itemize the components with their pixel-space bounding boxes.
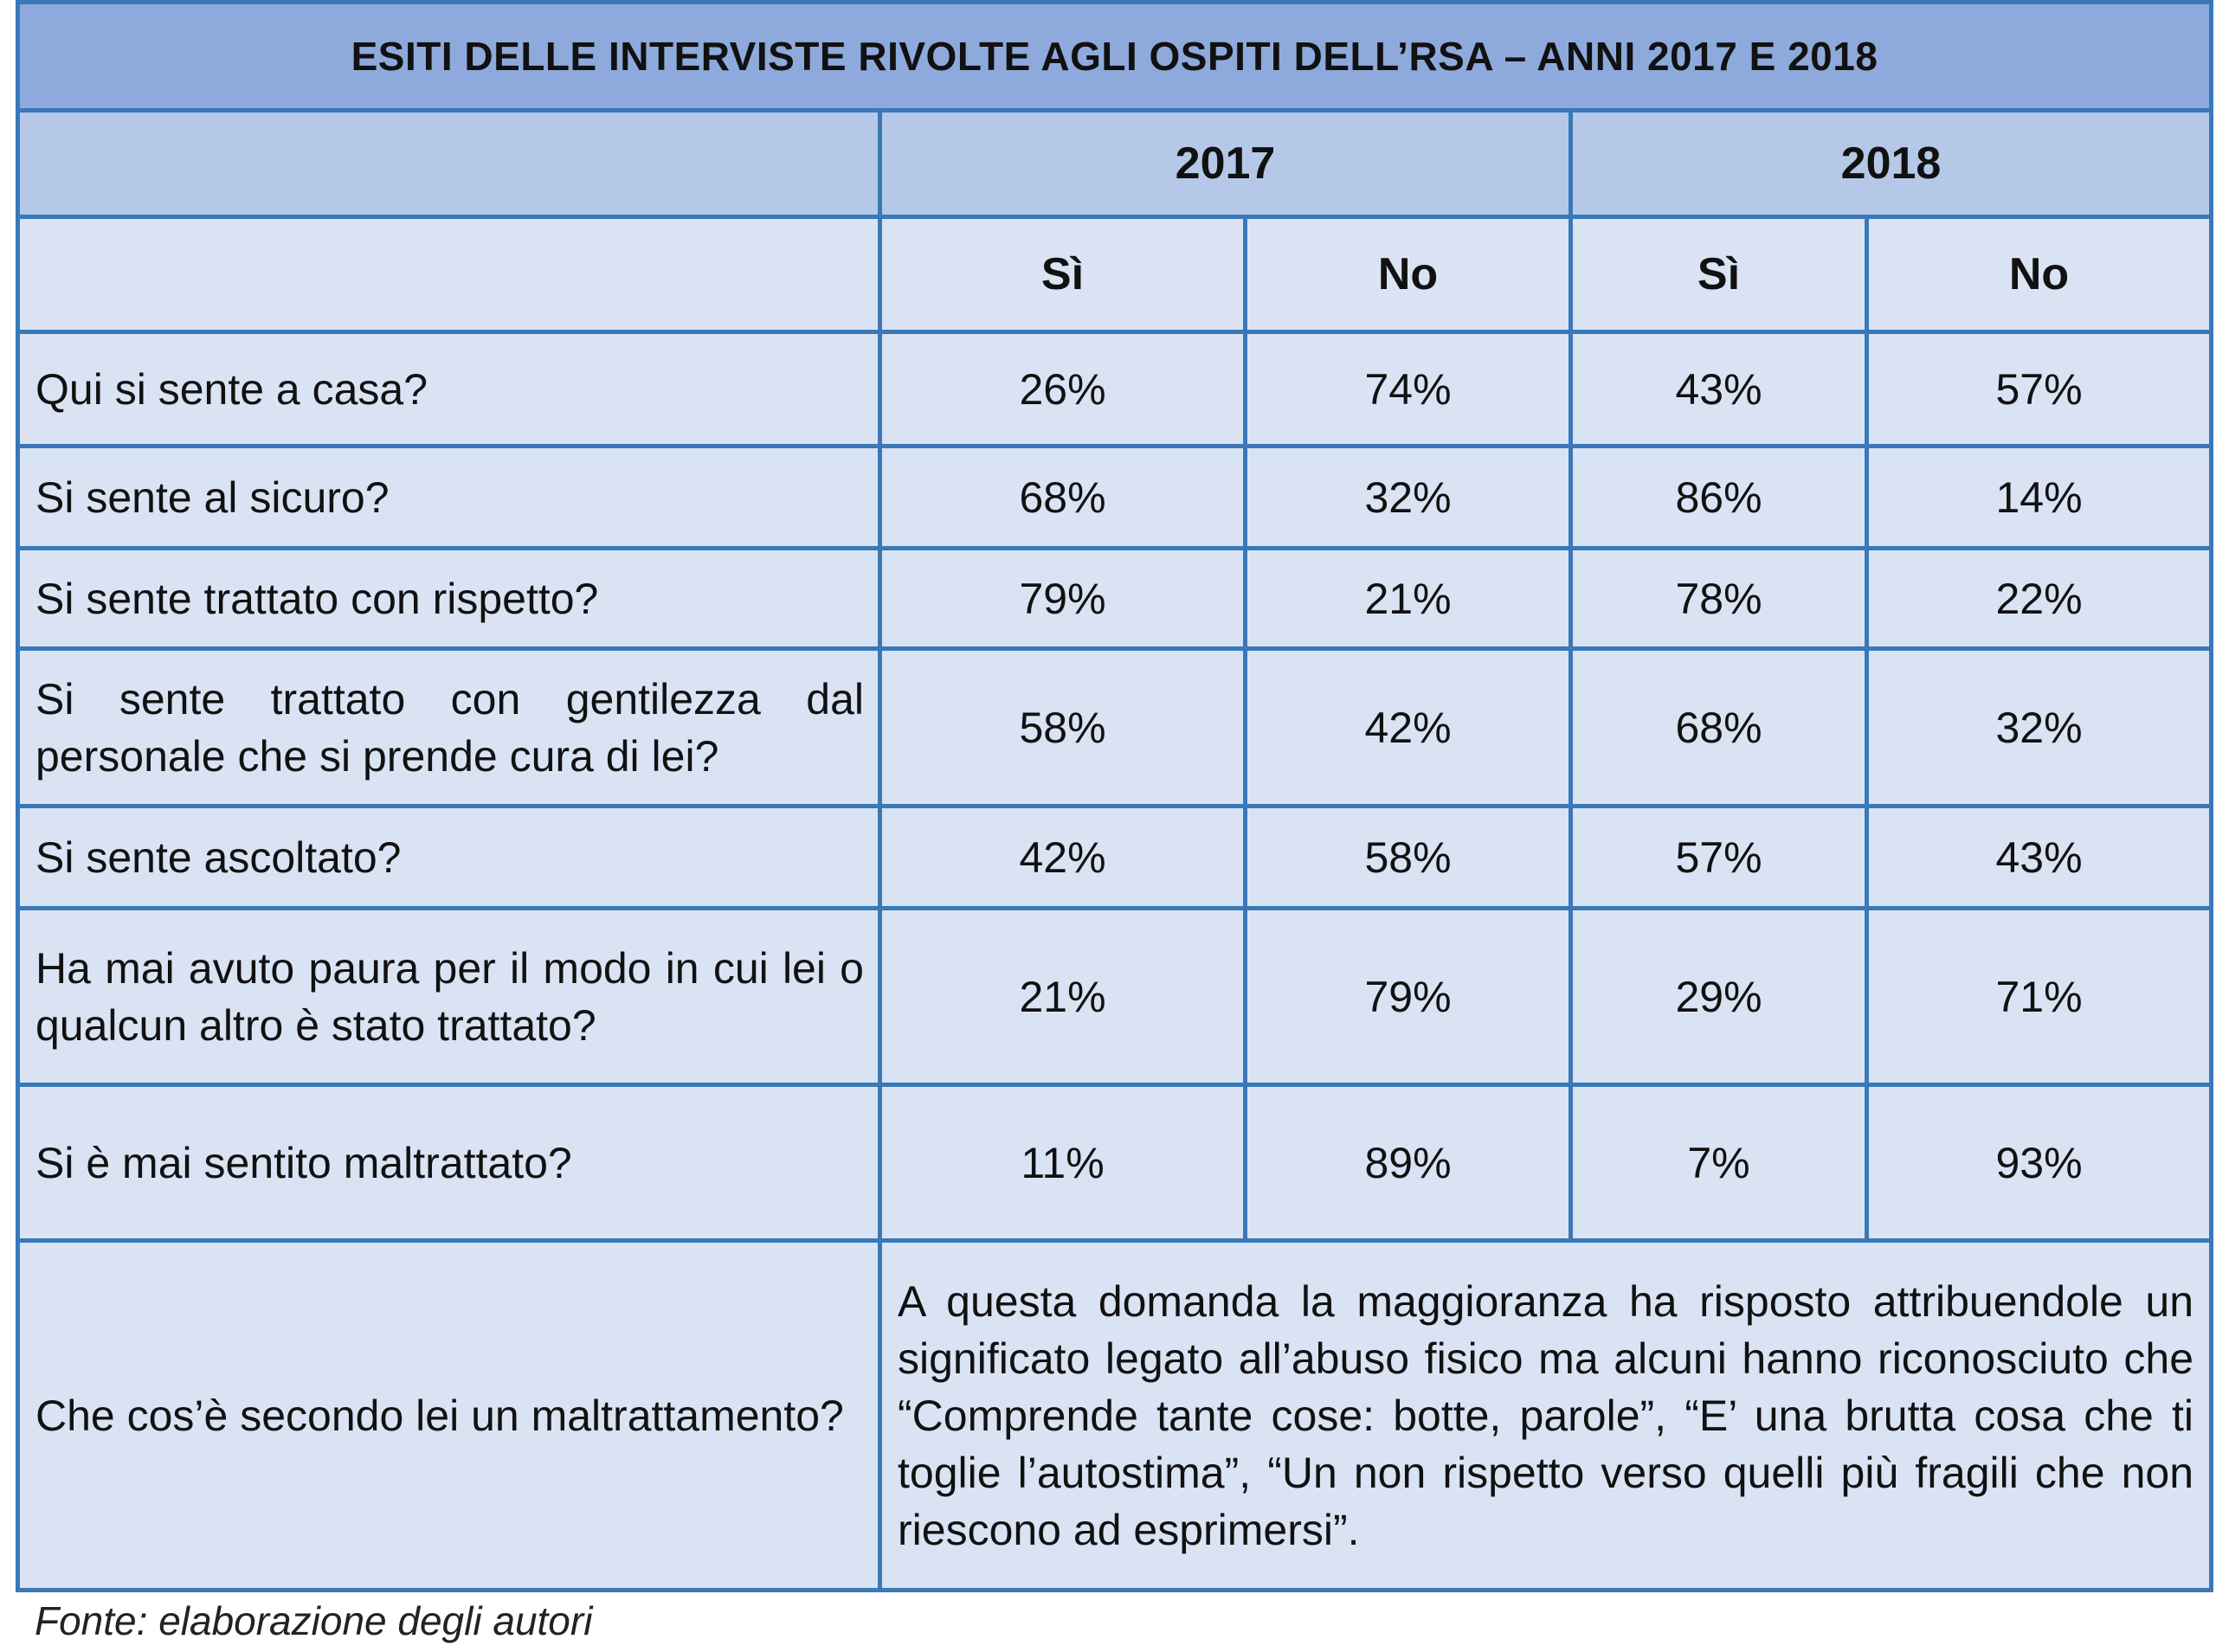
- value-cell: 57%: [1864, 330, 2214, 448]
- value-cell: 43%: [1569, 330, 1869, 448]
- value-cell: 89%: [1243, 1083, 1573, 1243]
- value-cell: 7%: [1569, 1083, 1869, 1243]
- value-cell: 79%: [878, 546, 1247, 651]
- table-row: Si sente al sicuro? 68% 32% 86% 14%: [16, 444, 2214, 550]
- value-cell: 29%: [1569, 906, 1869, 1087]
- table-row: Ha mai avuto paura per il modo in cui le…: [16, 906, 2214, 1087]
- value-cell: 68%: [878, 444, 1247, 550]
- final-answer-cell: A questa domanda la maggioranza ha rispo…: [877, 1238, 2214, 1592]
- value-cell: 32%: [1243, 444, 1573, 550]
- year-header-2017: 2017: [878, 108, 1573, 219]
- final-row: Che cos’è secondo lei un maltrattamento?…: [16, 1238, 2214, 1592]
- subheader-si-2018: Sì: [1569, 215, 1869, 334]
- table-row: Si sente trattato con rispetto? 79% 21% …: [16, 546, 2214, 651]
- year-header-2018: 2018: [1568, 108, 2214, 219]
- question-cell: Qui si sente a casa?: [16, 330, 882, 448]
- table-row: Si è mai sentito maltrattato? 11% 89% 7%…: [16, 1083, 2214, 1243]
- table-row: Si sente ascoltato? 42% 58% 57% 43%: [16, 804, 2214, 910]
- subheader-row: Sì No Sì No: [16, 215, 2214, 334]
- value-cell: 78%: [1569, 546, 1869, 651]
- question-cell: Si sente trattato con gentilezza dal per…: [16, 646, 882, 808]
- source-note: Fonte: elaborazione degli autori: [35, 1598, 593, 1643]
- subheader-no-2017: No: [1243, 215, 1573, 334]
- value-cell: 11%: [878, 1083, 1247, 1243]
- table-row: Qui si sente a casa? 26% 74% 43% 57%: [16, 330, 2214, 448]
- question-cell: Si è mai sentito maltrattato?: [16, 1083, 882, 1243]
- value-cell: 71%: [1864, 906, 2214, 1087]
- final-question-cell: Che cos’è secondo lei un maltrattamento?: [16, 1238, 882, 1592]
- question-cell: Ha mai avuto paura per il modo in cui le…: [16, 906, 882, 1087]
- value-cell: 57%: [1569, 804, 1869, 910]
- value-cell: 22%: [1864, 546, 2214, 651]
- survey-table-container: ESITI DELLE INTERVISTE RIVOLTE AGLI OSPI…: [15, 0, 2214, 1592]
- survey-table: ESITI DELLE INTERVISTE RIVOLTE AGLI OSPI…: [15, 0, 2214, 1592]
- subheader-empty-cell: [16, 215, 882, 334]
- value-cell: 79%: [1243, 906, 1573, 1087]
- value-cell: 58%: [1243, 804, 1573, 910]
- value-cell: 43%: [1864, 804, 2214, 910]
- value-cell: 42%: [878, 804, 1247, 910]
- value-cell: 68%: [1569, 646, 1869, 808]
- value-cell: 32%: [1864, 646, 2214, 808]
- value-cell: 21%: [878, 906, 1247, 1087]
- value-cell: 86%: [1569, 444, 1869, 550]
- value-cell: 74%: [1243, 330, 1573, 448]
- header-empty-cell: [16, 108, 882, 219]
- value-cell: 58%: [878, 646, 1247, 808]
- value-cell: 42%: [1243, 646, 1573, 808]
- subheader-si-2017: Sì: [878, 215, 1247, 334]
- question-cell: Si sente al sicuro?: [16, 444, 882, 550]
- value-cell: 26%: [878, 330, 1247, 448]
- value-cell: 93%: [1864, 1083, 2214, 1243]
- table-title: ESITI DELLE INTERVISTE RIVOLTE AGLI OSPI…: [15, 0, 2214, 112]
- question-cell: Si sente trattato con rispetto?: [16, 546, 882, 651]
- value-cell: 21%: [1243, 546, 1573, 651]
- table-row: Si sente trattato con gentilezza dal per…: [16, 646, 2214, 808]
- value-cell: 14%: [1864, 444, 2214, 550]
- subheader-no-2018: No: [1864, 215, 2214, 334]
- question-cell: Si sente ascoltato?: [16, 804, 882, 910]
